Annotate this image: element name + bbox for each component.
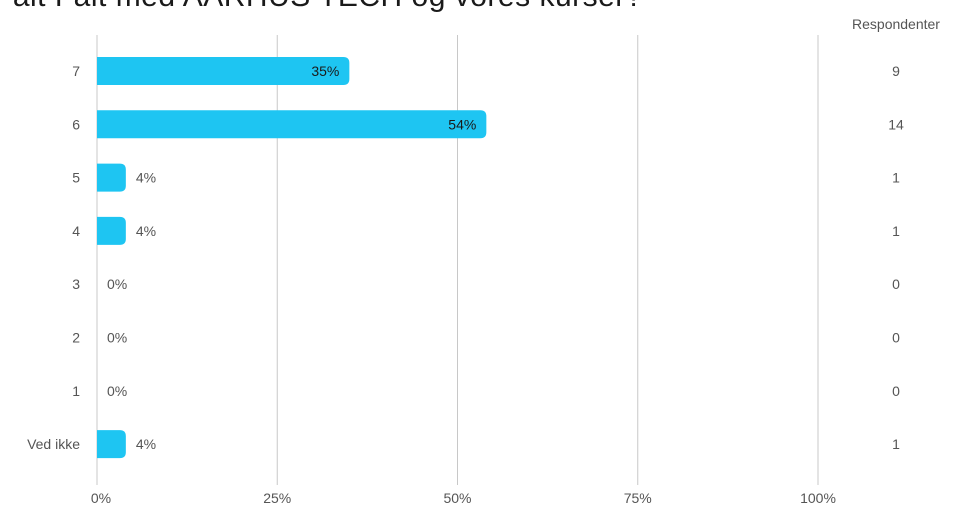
data-label: 0% — [107, 276, 127, 292]
bar — [97, 216, 126, 245]
grid-lines — [96, 35, 819, 485]
respondents-count: 0 — [892, 276, 900, 292]
data-label: 4% — [136, 436, 156, 452]
data-label: 35% — [311, 63, 339, 79]
category-label: Ved ikke — [27, 436, 80, 452]
chart-title: Fait Fait med AARHUS TECH og vores kurse… — [0, 0, 643, 14]
category-label: 2 — [72, 330, 80, 346]
bar — [97, 163, 126, 192]
data-label: 0% — [107, 383, 127, 399]
bar — [97, 110, 487, 139]
data-label: 4% — [136, 170, 156, 186]
bar — [97, 57, 350, 85]
respondents-count: 1 — [892, 436, 900, 452]
respondents-header: Respondenter — [852, 16, 940, 32]
bars — [97, 57, 487, 459]
data-label: 54% — [448, 116, 476, 132]
x-tick-label: 50% — [443, 490, 471, 506]
category-label: 7 — [72, 63, 80, 79]
respondents-count: 9 — [892, 63, 900, 79]
respondents-count: 0 — [892, 330, 900, 346]
respondents-count: 0 — [892, 383, 900, 399]
x-tick-label: 75% — [624, 490, 652, 506]
respondents-count: 1 — [892, 170, 900, 186]
category-label: 3 — [72, 276, 80, 292]
x-tick-label: 0% — [91, 490, 111, 506]
respondents-count: 14 — [888, 116, 904, 132]
data-label: 0% — [107, 330, 127, 346]
category-label: 4 — [72, 223, 80, 239]
data-label: 4% — [136, 223, 156, 239]
category-label: 1 — [72, 383, 80, 399]
category-label: 5 — [72, 170, 80, 186]
category-label: 6 — [72, 116, 80, 132]
bar — [97, 430, 126, 459]
respondents-count: 1 — [892, 223, 900, 239]
x-tick-label: 25% — [263, 490, 291, 506]
x-tick-label: 100% — [800, 490, 836, 506]
